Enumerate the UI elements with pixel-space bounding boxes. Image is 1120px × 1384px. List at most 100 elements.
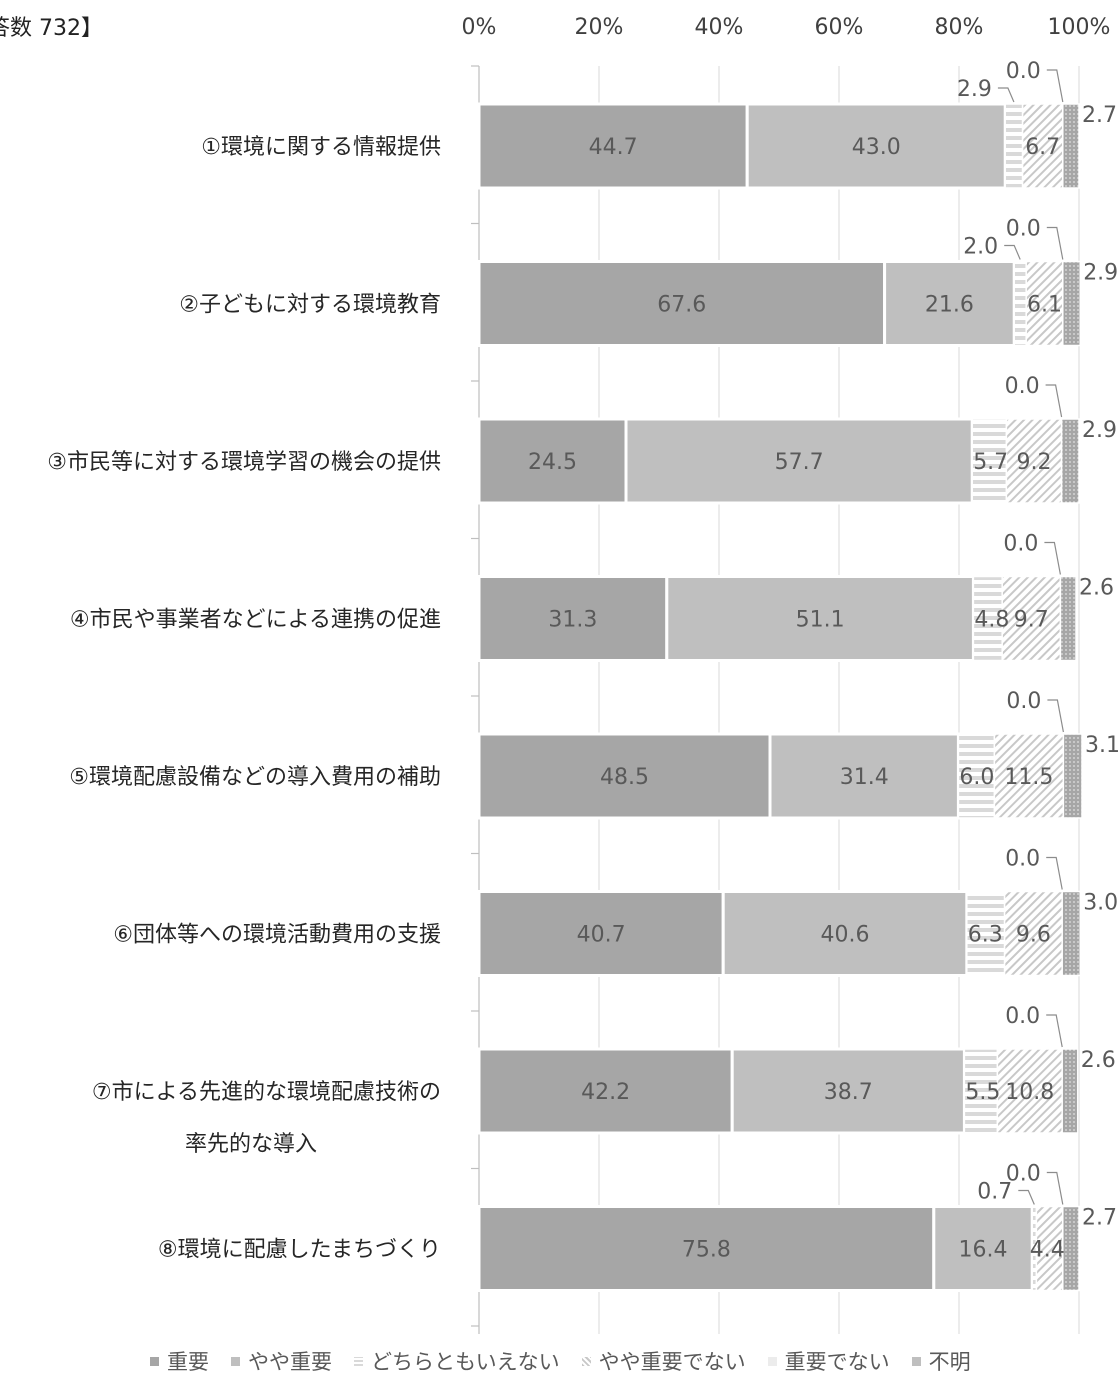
data-label: 0.7 bbox=[977, 1180, 1012, 1205]
category-label: ④市民や事業者などによる連携の促進 bbox=[70, 608, 441, 633]
leader-line bbox=[1046, 1014, 1063, 1048]
data-label: 9.7 bbox=[1014, 608, 1049, 633]
data-label: 31.3 bbox=[548, 608, 597, 633]
data-label: 0.0 bbox=[1006, 689, 1041, 714]
legend-swatch bbox=[767, 1356, 777, 1366]
legend-swatch bbox=[231, 1356, 240, 1366]
bar-segment bbox=[972, 575, 1003, 662]
bar-segment bbox=[477, 732, 772, 820]
legend-label: やや重要 bbox=[248, 1350, 332, 1374]
data-label: 9.6 bbox=[1016, 923, 1051, 948]
bar-segment bbox=[993, 733, 1065, 819]
legend-item: やや重要でない bbox=[581, 1346, 746, 1376]
bar-segment bbox=[768, 732, 960, 820]
bar-segment bbox=[1004, 103, 1024, 189]
bar-segment bbox=[996, 1048, 1063, 1134]
category-label: ⑧環境に配慮したまちづくり bbox=[158, 1238, 441, 1263]
legend-label: どちらともいえない bbox=[371, 1350, 560, 1374]
bar-segment bbox=[1062, 733, 1083, 819]
bar-segment bbox=[957, 733, 996, 819]
data-label: 6.0 bbox=[959, 765, 994, 790]
leader-line bbox=[1004, 244, 1021, 260]
category-label: ③市民等に対する環境学習の機会の提供 bbox=[47, 450, 441, 475]
data-label: 44.7 bbox=[589, 135, 638, 160]
data-label: 0.0 bbox=[1005, 374, 1040, 399]
data-label: 2.7 bbox=[1082, 1206, 1117, 1231]
x-tick-label: 20% bbox=[575, 15, 624, 40]
category-label: ②子どもに対する環境教育 bbox=[179, 293, 441, 318]
bar-segment bbox=[624, 417, 974, 505]
data-label: 67.6 bbox=[657, 293, 706, 318]
data-label: 40.6 bbox=[821, 923, 870, 948]
x-tick-label: 40% bbox=[695, 15, 744, 40]
data-label: 3.0 bbox=[1083, 891, 1118, 916]
data-label: 48.5 bbox=[600, 765, 649, 790]
leader-line bbox=[1044, 541, 1061, 575]
data-label: 11.5 bbox=[1004, 765, 1053, 790]
legend-swatch bbox=[911, 1356, 921, 1366]
bar-segment bbox=[1061, 890, 1081, 977]
data-label: 6.3 bbox=[968, 923, 1003, 948]
data-label: 2.6 bbox=[1079, 576, 1114, 601]
x-tick-label: 100% bbox=[1048, 15, 1111, 40]
bar-segment bbox=[1062, 103, 1080, 189]
legend-item: やや重要 bbox=[231, 1346, 332, 1376]
x-tick-label: 60% bbox=[815, 15, 864, 40]
chart-header: 答数 732】 bbox=[0, 16, 103, 41]
legend-item: 不明 bbox=[911, 1346, 971, 1376]
data-label: 43.0 bbox=[852, 135, 901, 160]
category-label: ⑥団体等への環境活動費用の支援 bbox=[113, 923, 441, 948]
bar-segment bbox=[1061, 1048, 1079, 1134]
bar-segment bbox=[1013, 260, 1027, 347]
legend-item: 重要でない bbox=[767, 1346, 890, 1376]
bar-segment bbox=[477, 1205, 936, 1292]
data-label: 3.1 bbox=[1085, 733, 1120, 758]
data-label: 24.5 bbox=[528, 450, 577, 475]
data-label: 4.4 bbox=[1030, 1238, 1065, 1263]
data-label: 0.0 bbox=[1003, 532, 1038, 557]
data-label: 21.6 bbox=[925, 293, 974, 318]
data-label: 0.0 bbox=[1006, 1162, 1041, 1187]
data-label: 9.2 bbox=[1017, 450, 1052, 475]
bar-segment bbox=[1062, 260, 1081, 347]
data-label: 0.0 bbox=[1006, 217, 1041, 242]
bar-segment bbox=[963, 1048, 999, 1134]
leader-line bbox=[1046, 226, 1064, 260]
legend-item: 重要 bbox=[150, 1346, 209, 1376]
legend-swatch bbox=[150, 1356, 159, 1366]
x-tick-label: 0% bbox=[462, 15, 497, 40]
legend-swatch bbox=[354, 1356, 363, 1366]
legend-label: やや重要でない bbox=[598, 1350, 746, 1374]
data-label: 0.0 bbox=[1005, 847, 1040, 872]
data-label: 5.5 bbox=[965, 1080, 1000, 1105]
bar-segment bbox=[1005, 418, 1063, 504]
bar-segment bbox=[1003, 890, 1063, 977]
leader-line bbox=[1046, 69, 1064, 103]
leader-line bbox=[997, 87, 1015, 103]
data-label: 2.9 bbox=[957, 77, 992, 102]
data-label: 40.7 bbox=[577, 923, 626, 948]
data-label: 31.4 bbox=[840, 765, 889, 790]
leader-line bbox=[1046, 856, 1063, 890]
data-label: 38.7 bbox=[824, 1080, 873, 1105]
legend-label: 重要でない bbox=[784, 1350, 890, 1374]
data-label: 75.8 bbox=[682, 1238, 731, 1263]
bar-segment bbox=[721, 890, 969, 977]
bar-segment bbox=[745, 102, 1007, 190]
data-label: 2.6 bbox=[1081, 1048, 1116, 1073]
x-tick-label: 80% bbox=[935, 15, 984, 40]
data-label: 6.1 bbox=[1027, 293, 1062, 318]
data-label: 4.8 bbox=[974, 608, 1009, 633]
legend-label: 不明 bbox=[928, 1350, 971, 1374]
legend-label: 重要 bbox=[167, 1350, 209, 1374]
bar-segment bbox=[1001, 575, 1062, 662]
bar-segment bbox=[1035, 1205, 1064, 1292]
bar-segment bbox=[966, 890, 1006, 977]
data-label: 6.7 bbox=[1025, 135, 1060, 160]
bar-segment bbox=[477, 1047, 734, 1135]
chart-legend: 重要 やや重要 どちらともいえない やや重要でない 重要でない 不明 bbox=[150, 1346, 1110, 1376]
category-label: ⑤環境配慮設備などの導入費用の補助 bbox=[69, 765, 441, 790]
leader-line bbox=[1045, 384, 1063, 418]
bar-segment bbox=[1060, 418, 1080, 504]
